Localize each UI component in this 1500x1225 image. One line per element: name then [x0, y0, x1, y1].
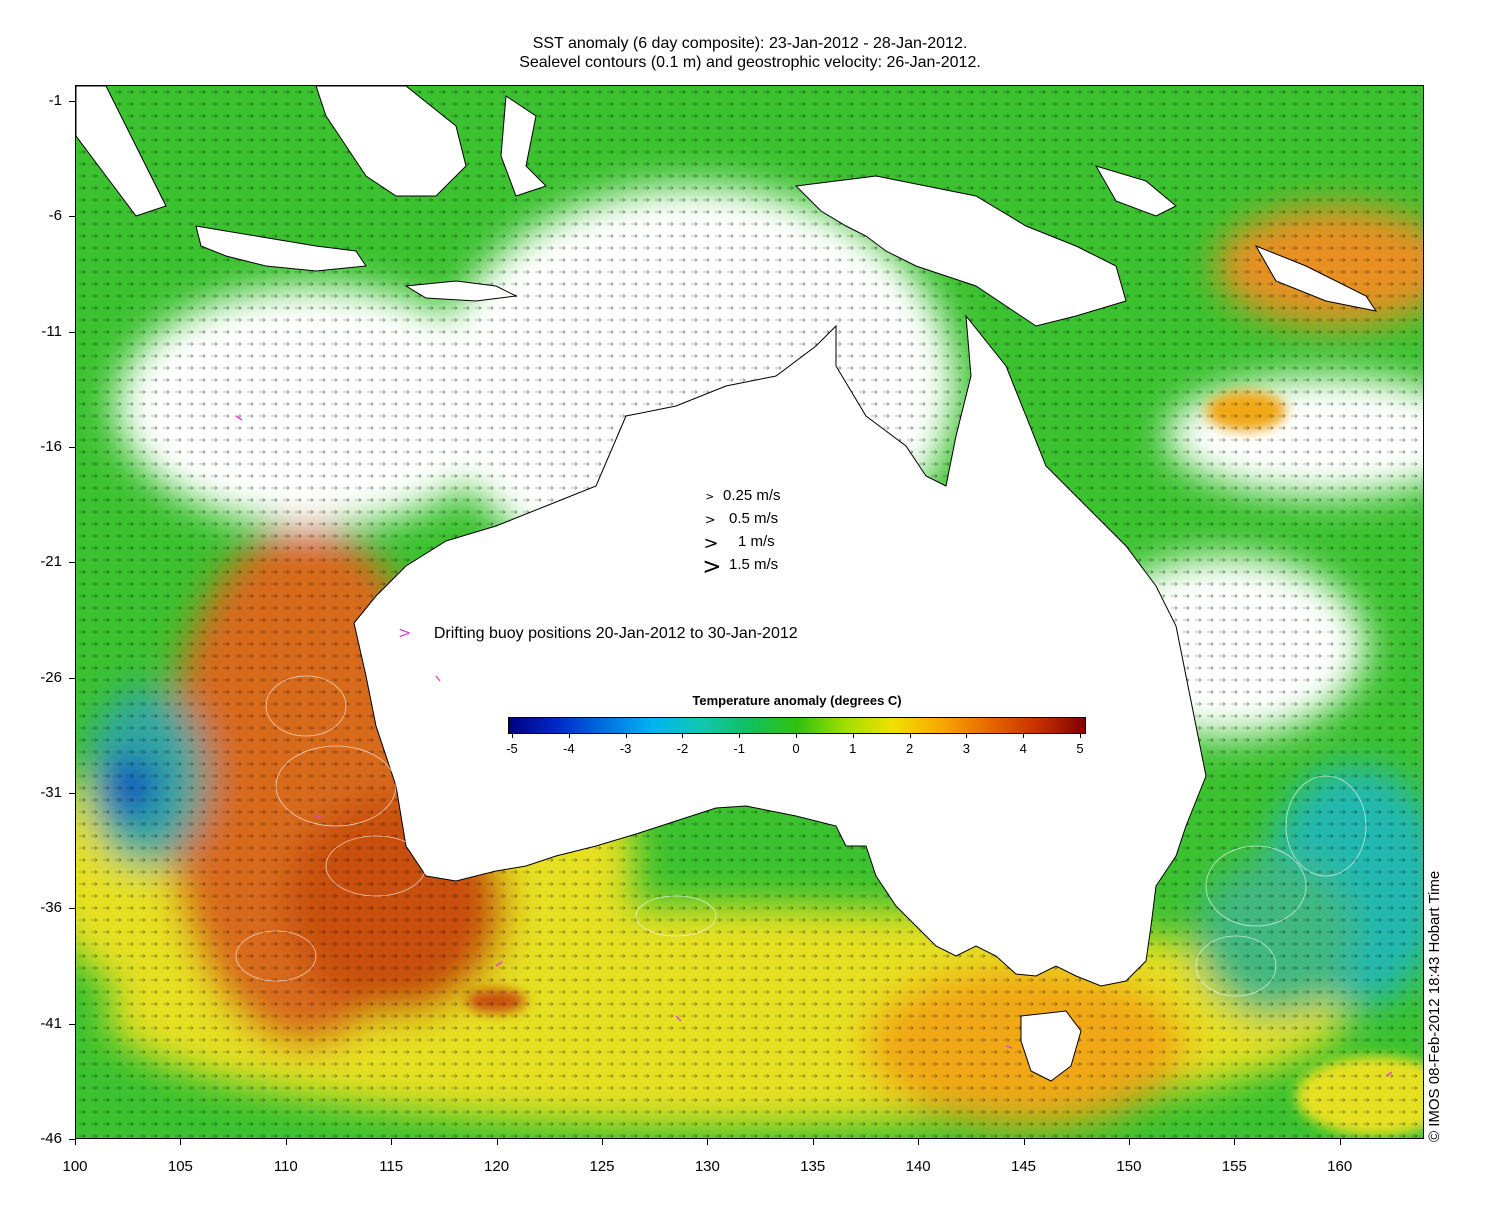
y-tick-mark: [69, 793, 75, 795]
velocity-arrow-icon: >: [704, 512, 716, 528]
colorbar-tick-label: -5: [506, 741, 518, 756]
colorbar-tick-label: 5: [1076, 741, 1084, 756]
y-tick-mark: [69, 562, 75, 564]
velocity-legend-label: 1 m/s: [738, 533, 775, 550]
new-britain-landmass: [1094, 165, 1177, 217]
chart-title-line-2: Sealevel contours (0.1 m) and geostrophi…: [519, 54, 981, 71]
colorbar-tick-mark: [512, 733, 513, 738]
buoy-marker-icon: >: [398, 623, 412, 642]
colorbar-tick-label: 0: [792, 741, 800, 756]
colorbar-tick-mark: [796, 733, 797, 738]
colorbar-tick-mark: [1023, 733, 1025, 738]
x-tick-label: 160: [1327, 1158, 1353, 1175]
x-tick-mark: [75, 1139, 76, 1145]
x-tick-label: 130: [694, 1158, 720, 1175]
colorbar-tick-label: -2: [676, 741, 689, 756]
x-tick-label: 100: [62, 1158, 88, 1175]
x-tick-label: 125: [589, 1158, 615, 1175]
colorbar-tick-mark: [1080, 733, 1081, 738]
colorbar-tick-mark: [852, 733, 854, 738]
velocity-legend-label: 0.5 m/s: [729, 510, 779, 527]
colorbar-tick-mark: [568, 733, 570, 738]
colorbar-tick-label: 4: [1019, 741, 1027, 756]
colorbar-tick-mark: [625, 733, 627, 738]
colorbar-tick-label: 2: [905, 741, 914, 756]
colorbar-title: Temperature anomaly (degrees C): [692, 693, 902, 708]
sulawesi-landmass: [500, 95, 547, 197]
y-tick-label: -26: [40, 668, 62, 686]
x-tick-mark: [1023, 1139, 1025, 1145]
buoy-legend-label: Drifting buoy positions 20-Jan-2012 to 3…: [433, 625, 798, 642]
x-tick-label: 110: [273, 1158, 298, 1175]
y-tick-mark: [69, 677, 75, 679]
x-tick-label: 115: [379, 1158, 404, 1175]
x-tick-label: 140: [905, 1158, 931, 1175]
y-tick-mark: [69, 101, 75, 103]
x-tick-mark: [1234, 1139, 1236, 1145]
java-landmass: [195, 225, 367, 272]
x-tick-label: 150: [1116, 1158, 1142, 1175]
x-tick-label: 135: [800, 1158, 826, 1175]
y-tick-mark: [69, 1139, 75, 1140]
colorbar-tick-mark: [739, 733, 741, 738]
x-tick-mark: [180, 1139, 182, 1145]
colorbar-tick-mark: [682, 733, 684, 738]
colorbar-tick-label: 1: [849, 741, 857, 756]
x-tick-mark: [707, 1139, 709, 1145]
x-tick-mark: [496, 1139, 498, 1145]
x-tick-mark: [285, 1139, 287, 1145]
x-tick-mark: [391, 1139, 393, 1145]
x-tick-label: 120: [484, 1158, 510, 1175]
y-tick-mark: [69, 216, 75, 218]
velocity-legend-label: 0.25 m/s: [723, 487, 781, 504]
x-tick-mark: [1128, 1139, 1130, 1145]
velocity-arrow-icon: >: [705, 490, 715, 503]
buoy-legend: > Drifting buoy positions 20-Jan-2012 to…: [398, 623, 798, 643]
y-tick-mark: [69, 1023, 75, 1025]
colorbar-tick-label: -1: [733, 741, 745, 756]
sealevel-contours: [235, 675, 1367, 997]
x-tick-mark: [1339, 1139, 1341, 1145]
y-tick-label: -16: [40, 438, 62, 456]
sst-anomaly-map[interactable]: [75, 85, 1424, 1139]
y-tick-label: -11: [41, 322, 62, 340]
y-tick-label: -41: [40, 1014, 62, 1032]
new-guinea-landmass: [794, 175, 1127, 327]
tasmania-landmass: [1020, 1010, 1082, 1082]
colorbar-tick-label: -4: [563, 741, 575, 756]
y-tick-label: -1: [48, 92, 62, 110]
drifting-buoy-tracks: [235, 415, 1393, 1077]
y-tick-mark: [69, 908, 75, 910]
y-tick-label: -31: [40, 784, 62, 802]
y-tick-label: -46: [40, 1130, 62, 1147]
y-tick-label: -21: [40, 553, 62, 571]
x-tick-label: 105: [167, 1158, 193, 1175]
y-tick-mark: [69, 331, 75, 333]
x-tick-label: 155: [1221, 1158, 1247, 1175]
land-masses: [76, 86, 1378, 1082]
y-tick-label: -6: [48, 207, 62, 225]
x-tick-mark: [812, 1139, 814, 1145]
x-tick-mark: [918, 1139, 920, 1145]
velocity-legend-label: 1.5 m/s: [729, 556, 779, 573]
timor-landmass: [404, 280, 518, 302]
y-tick-mark: [69, 447, 75, 449]
australia-landmass: [353, 314, 1207, 987]
borneo-landmass: [315, 86, 467, 197]
colorbar: [508, 717, 1086, 734]
colorbar-tick-mark: [909, 733, 911, 738]
x-tick-label: 145: [1011, 1158, 1037, 1175]
sumatra-landmass: [76, 86, 167, 217]
map-canvas: [76, 86, 1423, 1138]
colorbar-tick-label: -3: [619, 741, 632, 756]
x-tick-mark: [601, 1139, 603, 1145]
velocity-arrow-icon: >: [703, 533, 719, 554]
y-tick-label: -36: [40, 899, 62, 917]
credit-text: © IMOS 08-Feb-2012 18:43 Hobart Time: [1426, 870, 1443, 1142]
colorbar-tick-label: 3: [962, 741, 970, 756]
velocity-arrow-icon: >: [702, 553, 722, 580]
chart-title-line-1: SST anomaly (6 day composite): 23-Jan-20…: [532, 35, 968, 52]
solomon-islands-landmass: [1254, 245, 1378, 312]
colorbar-tick-mark: [966, 733, 968, 738]
